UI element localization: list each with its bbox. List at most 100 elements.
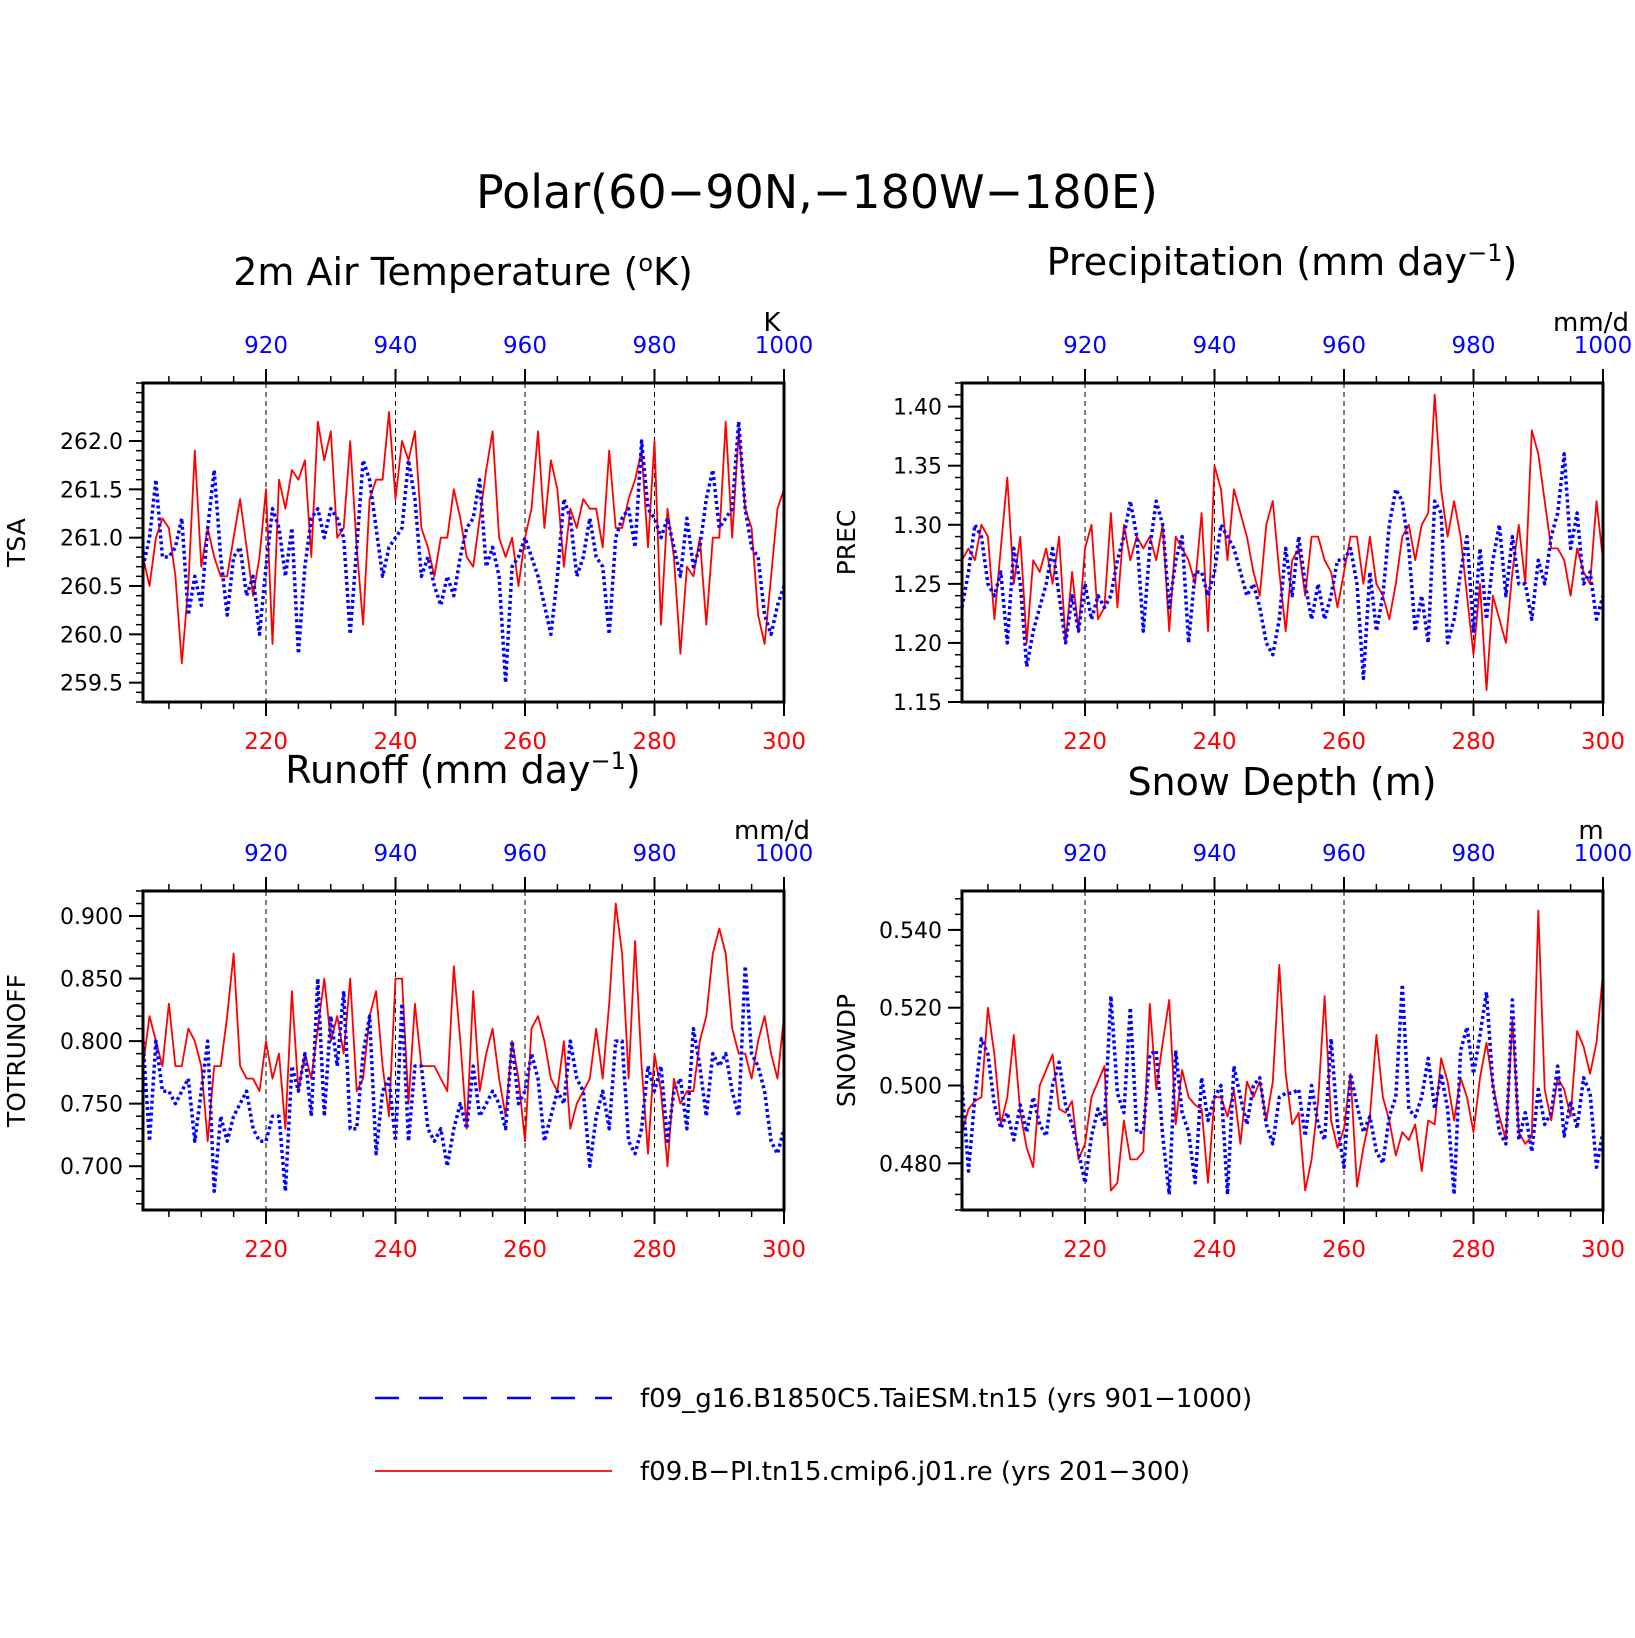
x-top-tick-label: 960: [1322, 333, 1366, 359]
y-tick-label: 261.0: [60, 527, 123, 552]
x-top-tick-label: 960: [1322, 841, 1366, 867]
y-tick-label: 0.750: [60, 1093, 123, 1118]
panel-tsa: 2m Air Temperature (oK) K 259.5 260.0 260.5 2…: [2, 249, 813, 755]
x-bottom-tick-label: 280: [1452, 1237, 1496, 1263]
plot-frame: [141, 889, 786, 1212]
units-label: K: [763, 308, 781, 338]
units-label: m: [1578, 816, 1603, 846]
series-line-blue: [960, 452, 1605, 681]
x-bottom-tick-label: 220: [1063, 729, 1107, 755]
panel-title-main: Precipitation (mm day: [1047, 240, 1467, 284]
x-top-tick-label: 920: [1063, 333, 1107, 359]
x-top-tick-label: 1000: [1574, 841, 1633, 867]
x-bottom-tick-label: 300: [762, 729, 806, 755]
x-top-tick-label: 940: [374, 333, 418, 359]
x-top-tick-label: 940: [1193, 333, 1237, 359]
y-tick-label: 1.30: [893, 514, 942, 539]
panel-title-main: 2m Air Temperature (: [233, 250, 638, 294]
x-top-tick-label: 920: [244, 841, 288, 867]
y-tick-label: 0.480: [879, 1152, 942, 1177]
x-top-tick-label: 980: [1452, 333, 1496, 359]
x-top-tick-label: 940: [374, 841, 418, 867]
y-tick-label: 261.5: [60, 478, 123, 503]
y-axis-label: TOTRUNOFF: [2, 974, 31, 1128]
y-tick-label: 259.5: [60, 672, 123, 697]
series-line-red: [142, 902, 785, 1168]
y-tick-label: 1.25: [893, 573, 942, 598]
x-top-tick-label: 960: [503, 333, 547, 359]
series-line-blue: [141, 964, 786, 1193]
y-tick-label: 260.0: [60, 623, 123, 648]
x-top-tick-label: 920: [1063, 841, 1107, 867]
y-tick-label: 0.520: [879, 997, 942, 1022]
x-top-tick-label: 1000: [755, 333, 814, 359]
x-bottom-tick-label: 300: [762, 1237, 806, 1263]
plot-frame: [960, 889, 1605, 1212]
panel-title-tail: K): [653, 250, 693, 294]
panel-totrunoff: Runoff (mm day−1) mm/d 0.700 0.750 0.800 0.85…: [2, 747, 813, 1263]
panel-title-superscript: −1: [591, 747, 626, 775]
y-tick-label: 0.850: [60, 968, 123, 993]
x-top-tick-label: 1000: [755, 841, 814, 867]
y-tick-label: 0.500: [879, 1075, 942, 1100]
y-axis-label: TSA: [2, 518, 31, 568]
figure-title: Polar(60−90N,−180W−180E): [476, 165, 1158, 219]
panel-title: 2m Air Temperature (oK): [233, 249, 693, 294]
x-bottom-tick-label: 240: [374, 1237, 418, 1263]
x-bottom-tick-label: 260: [1322, 1237, 1366, 1263]
y-tick-label: 1.15: [893, 691, 942, 716]
y-tick-label: 1.35: [893, 455, 942, 480]
x-bottom-tick-label: 240: [1193, 1237, 1237, 1263]
x-bottom-tick-label: 220: [1063, 1237, 1107, 1263]
y-axis-label: SNOWDP: [832, 994, 861, 1107]
y-tick-label: 260.5: [60, 575, 123, 600]
plot-frame: [960, 381, 1605, 704]
x-bottom-tick-label: 260: [503, 1237, 547, 1263]
legend: f09_g16.B1850C5.TaiESM.tn15 (yrs 901−100…: [375, 1384, 1252, 1487]
panel-prec: Precipitation (mm day−1) mm/d 1.15 1.20 1.25…: [832, 239, 1632, 755]
x-top-tick-label: 980: [1452, 841, 1496, 867]
plot-frame: [141, 381, 786, 704]
x-top-tick-label: 980: [633, 841, 677, 867]
panel-title-main: Snow Depth (m): [1127, 760, 1436, 804]
x-bottom-tick-label: 220: [244, 1237, 288, 1263]
y-tick-label: 262.0: [60, 430, 123, 455]
series-line-red: [961, 909, 1604, 1192]
series-line-blue: [960, 982, 1605, 1197]
panel-title: Runoff (mm day−1): [285, 747, 640, 792]
panel-title-superscript: o: [638, 249, 653, 277]
x-bottom-tick-label: 240: [1193, 729, 1237, 755]
legend-label: f09_g16.B1850C5.TaiESM.tn15 (yrs 901−100…: [640, 1384, 1252, 1414]
series-line-blue: [141, 419, 786, 685]
x-bottom-tick-label: 240: [374, 729, 418, 755]
x-top-tick-label: 1000: [1574, 333, 1633, 359]
legend-item: f09_g16.B1850C5.TaiESM.tn15 (yrs 901−100…: [375, 1384, 1252, 1414]
units-label: mm/d: [734, 816, 810, 846]
y-axis-label: PREC: [832, 510, 861, 576]
panels: 2m Air Temperature (oK) K 259.5 260.0 260.5 2…: [2, 239, 1632, 1263]
units-label: mm/d: [1553, 308, 1629, 338]
x-top-tick-label: 920: [244, 333, 288, 359]
y-tick-label: 0.700: [60, 1155, 123, 1180]
x-top-tick-label: 940: [1193, 841, 1237, 867]
x-top-tick-label: 960: [503, 841, 547, 867]
x-bottom-tick-label: 260: [503, 729, 547, 755]
x-bottom-tick-label: 300: [1581, 1237, 1625, 1263]
panel-snowdp: Snow Depth (m) m 0.480 0.500 0.520 0.540 SNOWD…: [832, 760, 1632, 1263]
y-tick-label: 0.800: [60, 1030, 123, 1055]
y-tick-label: 0.540: [879, 919, 942, 944]
panel-title-superscript: −1: [1467, 239, 1502, 267]
x-bottom-tick-label: 260: [1322, 729, 1366, 755]
x-bottom-tick-label: 220: [244, 729, 288, 755]
panel-title-tail: ): [1503, 240, 1518, 284]
y-tick-label: 1.20: [893, 632, 942, 657]
legend-item: f09.B−PI.tn15.cmip6.j01.re (yrs 201−300): [375, 1457, 1190, 1487]
panel-title-main: Runoff (mm day: [285, 748, 590, 792]
x-bottom-tick-label: 280: [1452, 729, 1496, 755]
legend-label: f09.B−PI.tn15.cmip6.j01.re (yrs 201−300): [640, 1457, 1190, 1487]
x-bottom-tick-label: 280: [633, 1237, 677, 1263]
x-bottom-tick-label: 280: [633, 729, 677, 755]
panel-title-tail: ): [626, 748, 641, 792]
